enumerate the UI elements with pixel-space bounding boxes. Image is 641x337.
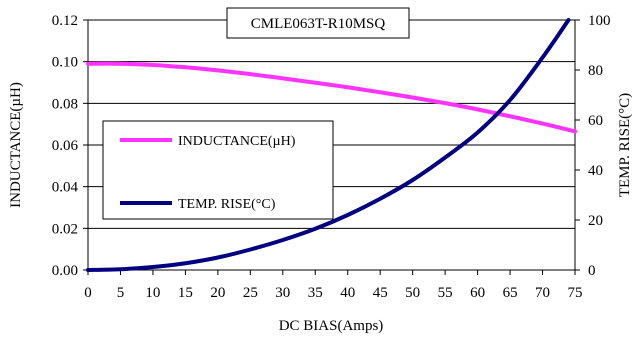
x-tick-label: 40 xyxy=(340,285,355,301)
y-right-tick-label: 40 xyxy=(588,163,603,179)
y-left-tick-label: 0.08 xyxy=(52,96,78,112)
x-tick-label: 55 xyxy=(438,285,453,301)
y-axis-right: 0 20 40 60 80 100 xyxy=(575,13,611,279)
x-tick-label: 45 xyxy=(373,285,388,301)
y-left-tick-label: 0.02 xyxy=(52,221,78,237)
x-tick-label: 75 xyxy=(568,285,583,301)
series-line-temp-rise xyxy=(86,18,571,272)
y-right-tick-label: 80 xyxy=(588,63,603,79)
y-axis-left: 0.00 0.02 0.04 0.06 0.08 0.10 0.12 xyxy=(52,13,88,279)
x-tick-label: 50 xyxy=(405,285,420,301)
legend: INDUCTANCE(µH) TEMP. RISE(°C) xyxy=(102,120,334,220)
y-axis-left-title: INDUCTANCE(µH) xyxy=(8,82,24,208)
y-left-tick-label: 0.00 xyxy=(52,263,78,279)
x-tick-label: 65 xyxy=(503,285,518,301)
x-tick-label: 20 xyxy=(210,285,225,301)
legend-label-inductance: INDUCTANCE(µH) xyxy=(178,134,296,149)
x-tick-label: 60 xyxy=(470,285,485,301)
legend-label-temp-rise: TEMP. RISE(°C) xyxy=(178,197,276,212)
y-left-tick-label: 0.10 xyxy=(52,55,78,71)
y-right-tick-label: 20 xyxy=(588,213,603,229)
x-tick-label: 10 xyxy=(145,285,160,301)
y-right-tick-label: 60 xyxy=(588,113,603,129)
x-axis: 0 5 10 15 20 25 30 35 40 45 50 55 60 65 70 75 xyxy=(84,270,583,301)
x-tick-label: 30 xyxy=(275,285,290,301)
x-tick-label: 35 xyxy=(308,285,323,301)
y-left-tick-label: 0.04 xyxy=(52,180,79,196)
chart-title-box xyxy=(226,7,410,39)
x-tick-label: 0 xyxy=(84,285,92,301)
y-axis-right-title: TEMP. RISE(°C) xyxy=(617,93,633,197)
x-axis-title: DC BIAS(Amps) xyxy=(279,318,384,334)
chart-title: CMLE063T-R10MSQ xyxy=(251,16,386,32)
y-right-tick-label: 100 xyxy=(588,13,611,29)
x-tick-label: 70 xyxy=(535,285,550,301)
x-tick-label: 15 xyxy=(178,285,193,301)
series-line-inductance xyxy=(86,61,577,134)
series-lines xyxy=(86,18,577,272)
x-tick-label: 25 xyxy=(243,285,258,301)
y-right-tick-label: 0 xyxy=(588,263,596,279)
y-left-tick-label: 0.12 xyxy=(52,13,78,29)
y-left-tick-label: 0.06 xyxy=(52,138,79,154)
x-tick-label: 5 xyxy=(117,285,125,301)
